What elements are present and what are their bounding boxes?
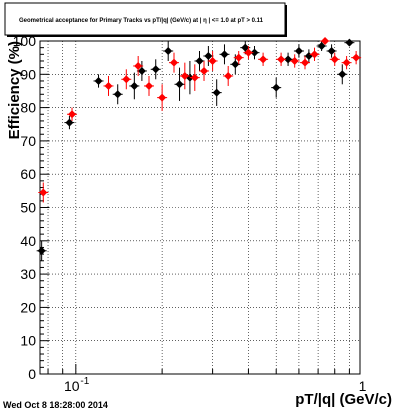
y-tick-labels: 0 10 20 30 40 50 60 70 80 90 100 (13, 33, 37, 382)
data-point (151, 65, 160, 74)
axis-ticks (40, 40, 350, 375)
data-point (208, 56, 217, 65)
y-tick-label: 60 (20, 166, 36, 182)
y-tick-label: 30 (20, 266, 36, 282)
title-box-shadow (285, 5, 287, 36)
data-point (352, 53, 361, 62)
data-point (317, 41, 326, 50)
data-point (277, 55, 286, 64)
data-point (94, 76, 103, 85)
data-point (37, 246, 46, 255)
data-point (175, 80, 184, 89)
x-tick-label: 1 (359, 378, 367, 394)
data-point (158, 93, 167, 102)
data-point (241, 43, 250, 52)
data-point (234, 53, 243, 62)
x-tick-exponent: -1 (80, 376, 89, 387)
y-tick-label: 20 (20, 299, 36, 315)
chart-title: Geometrical acceptance for Primary Track… (19, 18, 264, 24)
data-point (195, 56, 204, 65)
data-point (180, 71, 189, 80)
y-tick-label: 50 (20, 200, 36, 216)
data-point (244, 48, 253, 57)
data-point (330, 55, 339, 64)
data-point (300, 58, 309, 67)
data-point (204, 51, 213, 60)
data-point (134, 61, 143, 70)
title-box-shadow-bottom (7, 35, 287, 37)
title-box (4, 2, 286, 36)
data-point (231, 60, 240, 69)
data-point (310, 50, 319, 59)
y-axis-title: Efficiency (%) (6, 41, 23, 139)
y-tick-label: 40 (20, 233, 36, 249)
data-point (130, 81, 139, 90)
data-point (39, 188, 48, 197)
data-point (65, 118, 74, 127)
data-point (290, 56, 299, 65)
data-point (272, 83, 281, 92)
data-point (122, 75, 131, 84)
data-point (345, 38, 354, 47)
data-point (259, 55, 268, 64)
data-point (169, 58, 178, 67)
data-point (220, 50, 229, 59)
data-points (36, 37, 362, 261)
grid (40, 41, 360, 374)
data-point (338, 70, 347, 79)
y-tick-label: 10 (20, 333, 36, 349)
x-tick-labels: 10 -1 1 (64, 376, 367, 394)
data-point (200, 66, 209, 75)
data-series (38, 37, 362, 203)
data-point (224, 71, 233, 80)
data-point (68, 110, 77, 119)
data-point (250, 48, 259, 57)
data-point (327, 46, 336, 55)
data-series (36, 38, 355, 261)
data-point (164, 46, 173, 55)
x-axis-title: pT/|q| (GeV/c) (295, 391, 392, 408)
data-point (342, 58, 351, 67)
y-tick-label: 80 (20, 100, 36, 116)
data-point (321, 37, 330, 45)
x-tick-label: 10 (64, 378, 80, 394)
footer-timestamp: Wed Oct 8 18:28:00 2014 (3, 400, 108, 410)
y-tick-label: 100 (13, 33, 37, 49)
data-point (212, 88, 221, 97)
y-tick-label: 0 (28, 366, 36, 382)
data-point (190, 73, 199, 82)
data-point (137, 66, 146, 75)
data-point (113, 90, 122, 99)
y-tick-label: 70 (20, 133, 36, 149)
data-point (145, 81, 154, 90)
data-point (294, 46, 303, 55)
data-point (104, 81, 113, 90)
y-tick-label: 90 (20, 66, 36, 82)
